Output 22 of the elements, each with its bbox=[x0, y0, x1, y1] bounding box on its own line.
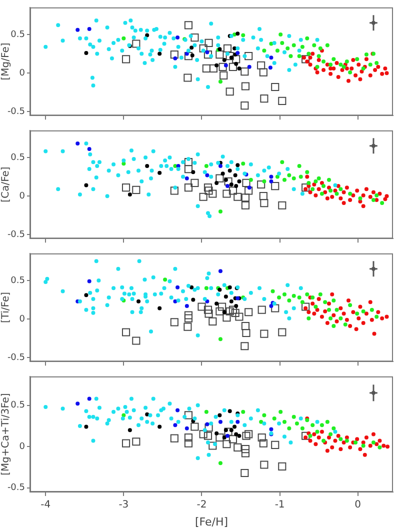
y-tick-label: 0.5 bbox=[10, 400, 25, 411]
x-tick-label: 0 bbox=[354, 500, 362, 511]
y-axis-title: [Mg+Ca+Ti/3Fe] bbox=[0, 392, 12, 476]
x-tick-label: -1 bbox=[274, 500, 285, 511]
y-tick-label: 0 bbox=[19, 191, 26, 202]
y-tick-label: -0.5 bbox=[7, 353, 25, 364]
y-tick-label: 0.5 bbox=[10, 30, 25, 40]
y-axis-title: [Mg/Fe] bbox=[0, 42, 12, 80]
x-tick-label: -3 bbox=[118, 500, 129, 511]
y-tick-label: -0.5 bbox=[7, 483, 25, 494]
y-tick-label: 0 bbox=[19, 314, 26, 324]
y-tick-label: 0.5 bbox=[10, 152, 25, 163]
x-axis-title: [Fe/H] bbox=[194, 515, 228, 528]
y-axis-title: [Ca/Fe] bbox=[0, 166, 12, 202]
x-tick-label: -4 bbox=[40, 500, 51, 511]
y-axis-title: [Ti/Fe] bbox=[0, 292, 12, 324]
x-tick-label: -2 bbox=[196, 500, 207, 511]
y-tick-label: 0 bbox=[19, 68, 26, 78]
y-tick-label: -0.5 bbox=[7, 107, 25, 118]
y-tick-label: 0 bbox=[19, 442, 26, 452]
y-tick-label: -0.5 bbox=[7, 230, 25, 240]
y-tick-label: 0.5 bbox=[10, 276, 25, 286]
